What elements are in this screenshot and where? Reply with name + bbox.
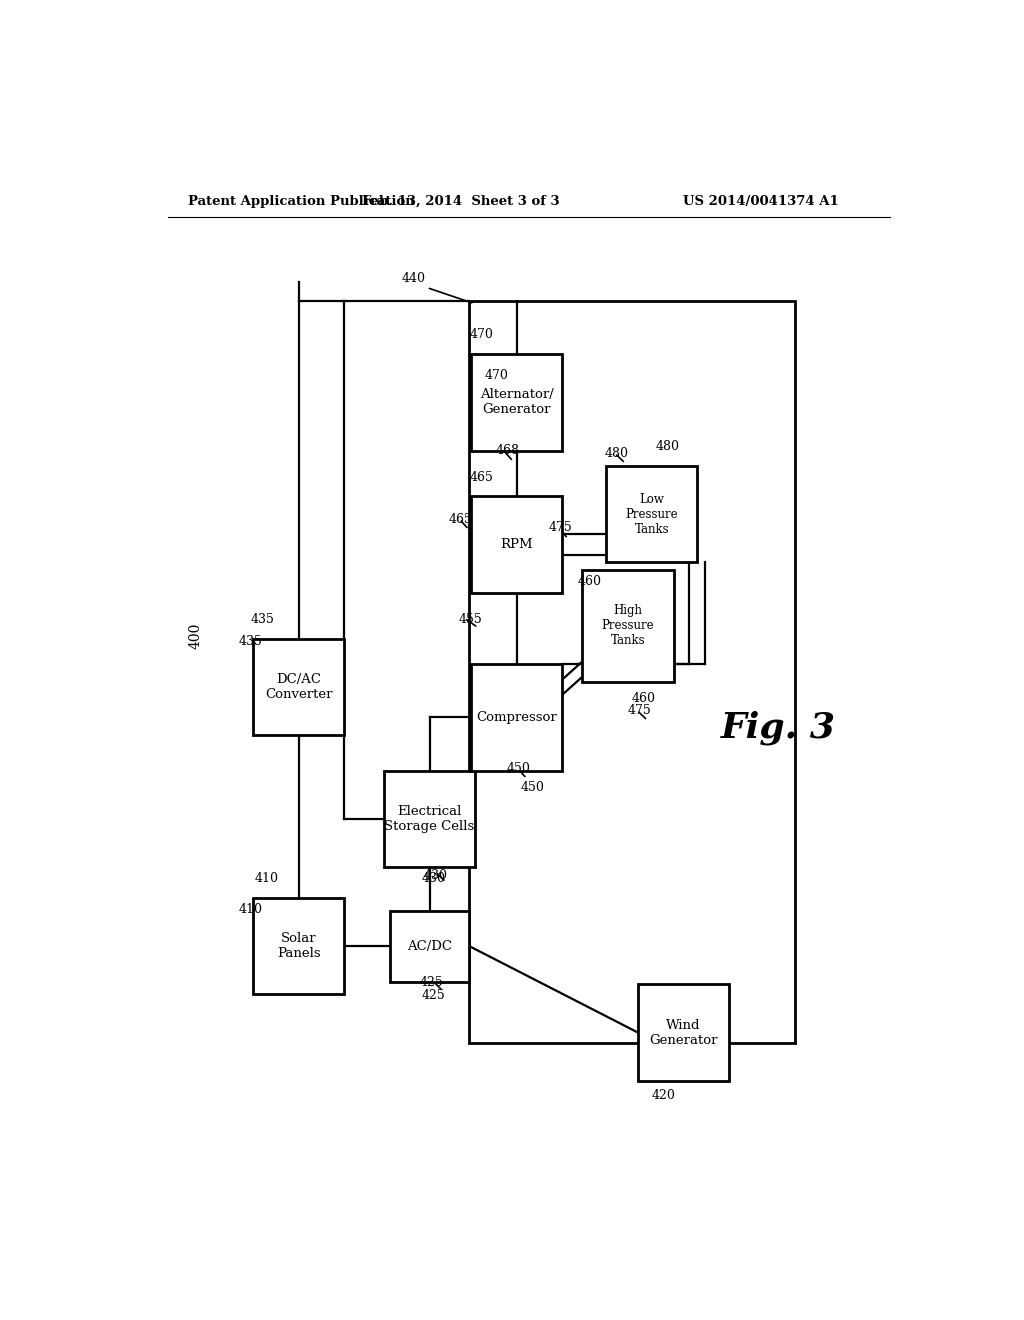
Text: High
Pressure
Tanks: High Pressure Tanks [602,605,654,647]
Text: Fig. 3: Fig. 3 [721,710,837,744]
Bar [606,466,697,562]
Text: 465: 465 [469,471,494,483]
Bar [471,354,562,450]
Bar [638,985,729,1081]
Text: US 2014/0041374 A1: US 2014/0041374 A1 [683,194,839,207]
Bar [583,570,674,682]
Text: 470: 470 [469,329,494,342]
Text: Feb. 13, 2014  Sheet 3 of 3: Feb. 13, 2014 Sheet 3 of 3 [362,194,560,207]
Text: Low
Pressure
Tanks: Low Pressure Tanks [626,492,678,536]
Bar [471,664,562,771]
Text: Wind
Generator: Wind Generator [649,1019,718,1047]
Text: 480: 480 [655,440,680,453]
Bar [384,771,475,867]
Text: RPM: RPM [501,539,534,552]
Text: 475: 475 [628,705,651,718]
Bar [253,898,344,994]
Text: 410: 410 [255,873,279,886]
Bar [469,301,795,1043]
Text: 470: 470 [485,370,509,381]
Text: 410: 410 [240,903,263,916]
Text: Compressor: Compressor [476,711,557,723]
Text: 430: 430 [422,873,445,886]
Text: 480: 480 [604,447,628,461]
Text: Patent Application Publication: Patent Application Publication [187,194,415,207]
Text: 460: 460 [578,576,601,589]
Text: 440: 440 [401,272,426,285]
Bar [390,911,469,982]
Text: Alternator/
Generator: Alternator/ Generator [480,388,554,416]
Text: AC/DC: AC/DC [408,940,452,953]
Text: 420: 420 [651,1089,676,1102]
Text: 450: 450 [521,780,545,793]
Text: 465: 465 [449,513,472,527]
Bar [253,639,344,735]
Text: 455: 455 [458,612,482,626]
Text: 400: 400 [188,623,203,649]
Text: 430: 430 [423,869,447,882]
Text: DC/AC
Converter: DC/AC Converter [265,673,333,701]
Text: 475: 475 [549,521,572,535]
Text: 460: 460 [632,692,656,705]
Text: 468: 468 [496,445,519,457]
Text: 435: 435 [240,635,263,648]
Text: 425: 425 [420,975,443,989]
Text: Solar
Panels: Solar Panels [276,932,321,960]
Text: 435: 435 [251,612,274,626]
Bar [471,496,562,593]
Text: 450: 450 [507,763,530,775]
Text: Electrical
Storage Cells: Electrical Storage Cells [384,805,475,833]
Text: 425: 425 [422,989,445,1002]
